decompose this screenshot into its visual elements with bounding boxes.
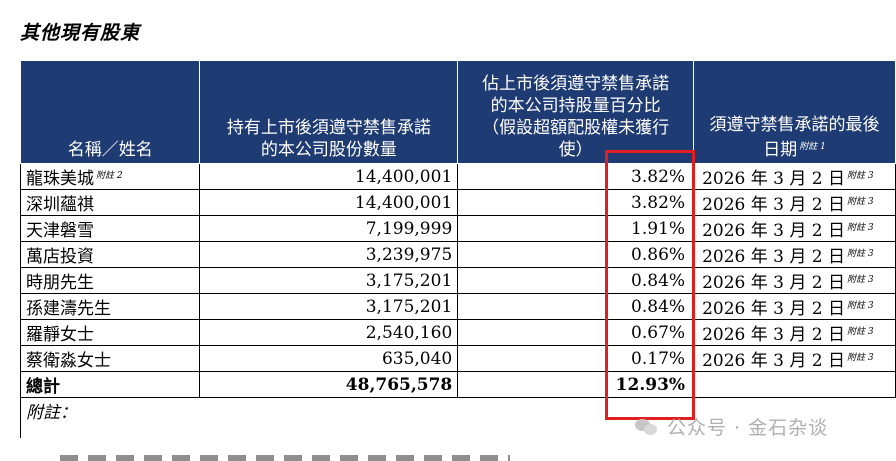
share-count: 3,175,201 bbox=[199, 293, 459, 320]
notes-row: 附註： bbox=[20, 397, 896, 438]
watermark: 公众号 · 金石杂谈 bbox=[635, 413, 828, 440]
lockup-date: 2026 年 3 月 2 日附註 3 bbox=[693, 267, 896, 294]
lockup-date: 2026 年 3 月 2 日附註 3 bbox=[693, 345, 896, 372]
shareholder-name: 羅靜女士 bbox=[19, 319, 201, 346]
share-percent: 0.84% bbox=[457, 267, 695, 294]
share-count: 14,400,001 bbox=[199, 189, 459, 216]
highlight-box bbox=[605, 150, 695, 420]
header-deadline: 須遵守禁售承諾的最後日期 附註 1 bbox=[693, 60, 896, 164]
shareholder-name: 蔡衛淼女士 bbox=[19, 345, 201, 372]
footnote-ref: 附註 2 bbox=[96, 171, 123, 181]
share-count: 2,540,160 bbox=[199, 319, 459, 346]
shareholder-name: 萬店投資 bbox=[19, 241, 201, 268]
lockup-date: 2026 年 3 月 2 日附註 3 bbox=[693, 189, 896, 216]
header-percent: 佔上市後須遵守禁售承諾的本公司持股量百分比（假設超額配股權未獲行使） bbox=[457, 60, 695, 164]
total-date bbox=[693, 371, 896, 398]
total-percent: 12.93% bbox=[457, 371, 695, 398]
wechat-icon bbox=[635, 417, 659, 437]
footnote-ref: 附註 3 bbox=[846, 223, 874, 233]
shareholders-table: 名稱／姓名 持有上市後須遵守禁售承諾的本公司股份數量 佔上市後須遵守禁售承諾的本… bbox=[19, 60, 896, 438]
footnote-ref: 附註 3 bbox=[846, 275, 874, 285]
table-row: 深圳蘊祺 14,400,001 3.82% 2026 年 3 月 2 日附註 3 bbox=[19, 189, 896, 216]
total-row: 總計 48,765,578 12.93% bbox=[19, 371, 896, 398]
share-percent: 0.84% bbox=[457, 293, 695, 320]
table-row: 孫建濤先生 3,175,201 0.84% 2026 年 3 月 2 日附註 3 bbox=[19, 293, 896, 320]
watermark-text: 公众号 · 金石杂谈 bbox=[667, 417, 829, 439]
footnote-ref: 附註 3 bbox=[846, 301, 874, 311]
truncated-text-line bbox=[60, 455, 510, 461]
footnote-ref: 附註 3 bbox=[846, 171, 874, 181]
table-row: 時朋先生 3,175,201 0.84% 2026 年 3 月 2 日附註 3 bbox=[19, 267, 896, 294]
share-percent: 0.17% bbox=[457, 345, 695, 372]
footnote-ref: 附註 1 bbox=[799, 142, 826, 152]
share-percent: 0.86% bbox=[457, 241, 695, 268]
shareholder-name: 龍珠美城 附註 2 bbox=[19, 163, 201, 190]
lockup-date: 2026 年 3 月 2 日附註 3 bbox=[693, 215, 896, 242]
shareholder-name: 孫建濤先生 bbox=[19, 293, 201, 320]
table-row: 天津磐雪 7,199,999 1.91% 2026 年 3 月 2 日附註 3 bbox=[19, 215, 896, 242]
lockup-date: 2026 年 3 月 2 日附註 3 bbox=[693, 163, 896, 190]
table-row: 龍珠美城 附註 2 14,400,001 3.82% 2026 年 3 月 2 日附註 … bbox=[19, 163, 896, 190]
footnote-ref: 附註 3 bbox=[846, 327, 874, 337]
notes-label: 附註： bbox=[20, 397, 896, 438]
shareholder-name: 深圳蘊祺 bbox=[19, 189, 201, 216]
footnote-ref: 附註 3 bbox=[846, 353, 874, 363]
share-percent: 3.82% bbox=[457, 163, 695, 190]
section-title: 其他現有股東 bbox=[20, 22, 141, 44]
share-percent: 0.67% bbox=[457, 319, 695, 346]
share-count: 14,400,001 bbox=[199, 163, 459, 190]
table-row: 羅靜女士 2,540,160 0.67% 2026 年 3 月 2 日附註 3 bbox=[19, 319, 896, 346]
share-percent: 3.82% bbox=[457, 189, 695, 216]
footnote-ref: 附註 3 bbox=[846, 197, 874, 207]
header-shares: 持有上市後須遵守禁售承諾的本公司股份數量 bbox=[199, 60, 459, 164]
footnote-ref: 附註 3 bbox=[846, 249, 874, 259]
share-count: 7,199,999 bbox=[199, 215, 459, 242]
lockup-date: 2026 年 3 月 2 日附註 3 bbox=[693, 241, 896, 268]
shareholder-name: 天津磐雪 bbox=[19, 215, 201, 242]
shareholder-name: 時朋先生 bbox=[19, 267, 201, 294]
share-count: 3,175,201 bbox=[199, 267, 459, 294]
share-count: 3,239,975 bbox=[199, 241, 459, 268]
table-row: 萬店投資 3,239,975 0.86% 2026 年 3 月 2 日附註 3 bbox=[19, 241, 896, 268]
share-count: 635,040 bbox=[199, 345, 459, 372]
table-row: 蔡衛淼女士 635,040 0.17% 2026 年 3 月 2 日附註 3 bbox=[19, 345, 896, 372]
lockup-date: 2026 年 3 月 2 日附註 3 bbox=[693, 293, 896, 320]
header-name: 名稱／姓名 bbox=[19, 60, 201, 164]
total-label: 總計 bbox=[19, 371, 201, 398]
total-shares: 48,765,578 bbox=[199, 371, 459, 398]
lockup-date: 2026 年 3 月 2 日附註 3 bbox=[693, 319, 896, 346]
